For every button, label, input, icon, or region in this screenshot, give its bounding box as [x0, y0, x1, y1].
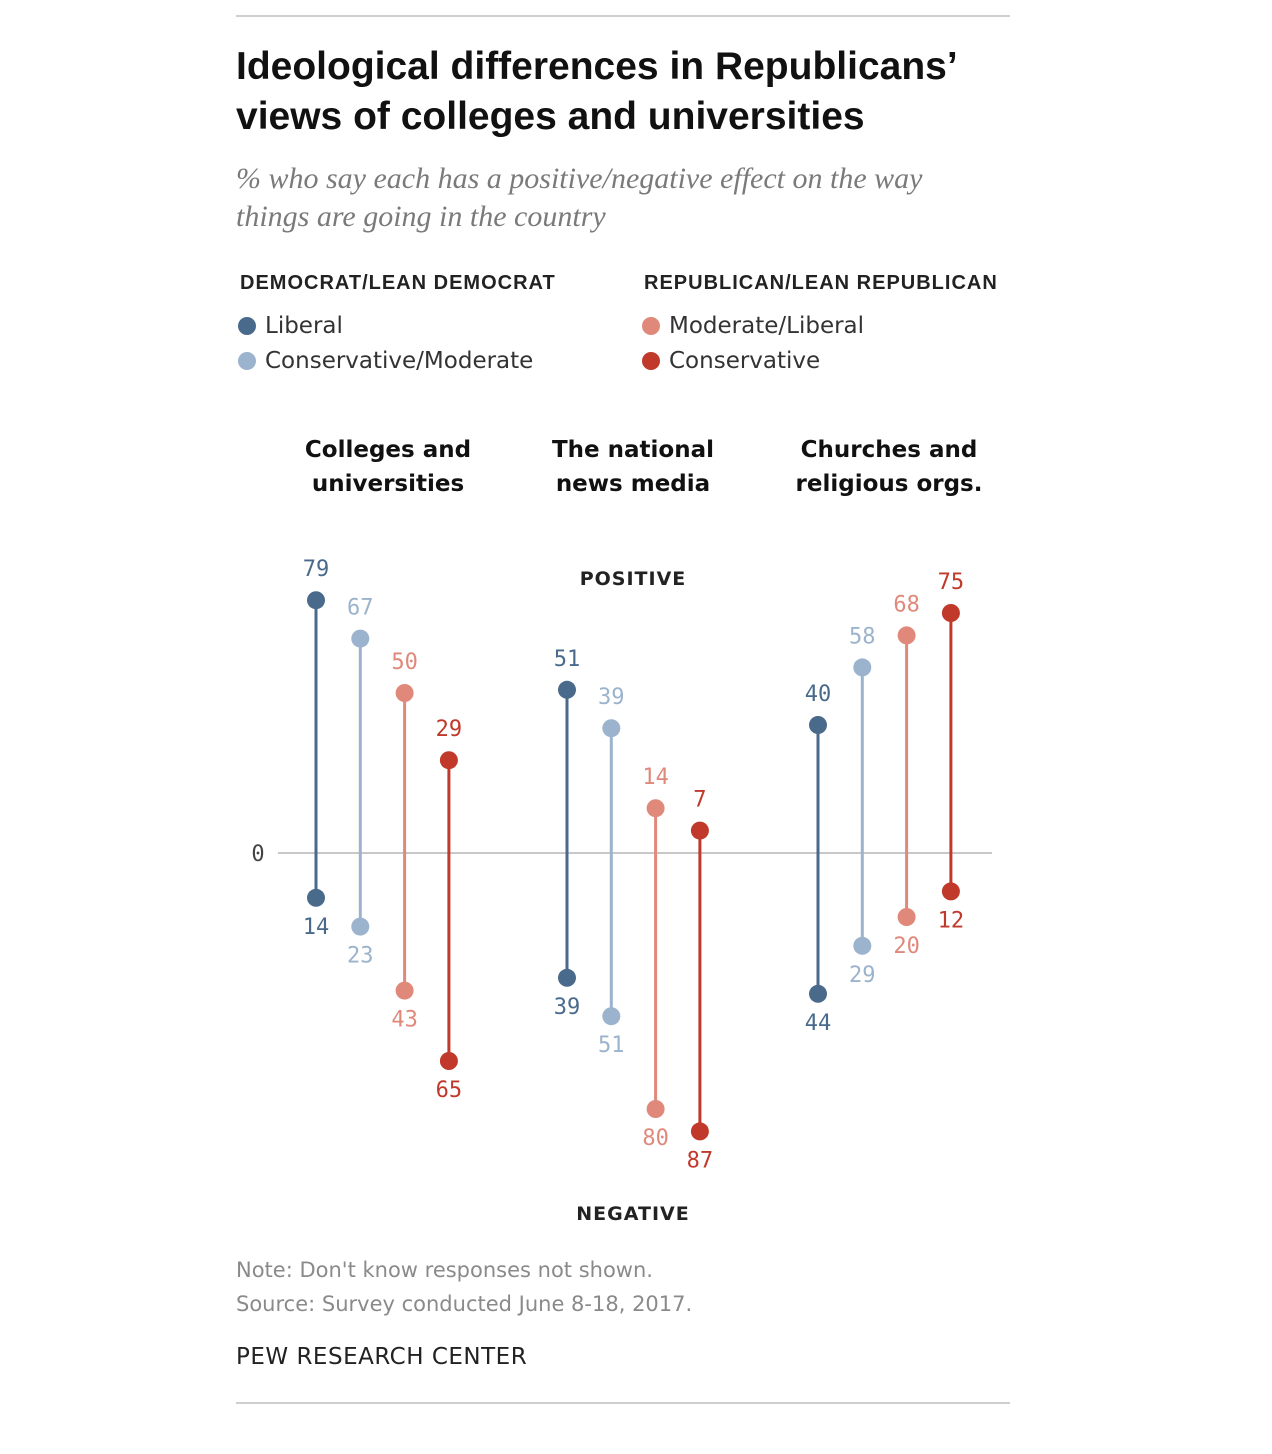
chart-subtitle: % who say each has a positive/negative e…: [236, 162, 923, 233]
positive-point: [690, 821, 709, 840]
positive-point: [897, 626, 916, 645]
legend-label: Conservative: [669, 348, 821, 374]
category-label-line: universities: [311, 471, 465, 497]
negative-point: [853, 936, 872, 955]
legend-heading-democrat: DEMOCRAT/LEAN DEMOCRAT: [240, 272, 556, 294]
negative-point: [395, 981, 414, 1000]
positive-point: [602, 719, 621, 738]
positive-point: [395, 684, 414, 702]
legend-swatch: [642, 317, 660, 335]
negative-point: [351, 917, 370, 936]
positive-point: [439, 751, 458, 770]
negative-value-label: 51: [598, 1033, 625, 1058]
negative-value-label: 23: [347, 944, 374, 969]
legend-heading-republican: REPUBLICAN/LEAN REPUBLICAN: [644, 272, 998, 294]
zero-label: 0: [251, 842, 264, 867]
positive-value-label: 50: [391, 650, 418, 675]
positive-point: [646, 799, 665, 818]
negative-value-label: 39: [554, 995, 581, 1020]
negative-point: [809, 984, 827, 1003]
positive-value-label: 58: [849, 624, 876, 649]
negative-label: NEGATIVE: [576, 1203, 690, 1225]
legend-label: Liberal: [265, 313, 343, 339]
negative-point: [439, 1052, 458, 1070]
positive-value-label: 79: [303, 557, 330, 582]
positive-value-label: 29: [436, 717, 463, 742]
negative-value-label: 20: [893, 934, 920, 959]
brand-logo-text: PEW RESEARCH CENTER: [236, 1344, 528, 1370]
positive-value-label: 68: [893, 592, 920, 617]
legend-label: Moderate/Liberal: [669, 313, 865, 339]
negative-point: [602, 1007, 621, 1026]
legend-label: Conservative/Moderate: [265, 348, 534, 374]
positive-point: [558, 680, 576, 699]
negative-point: [646, 1100, 665, 1118]
negative-value-label: 43: [391, 1008, 418, 1033]
bottom-rule: [236, 1402, 1010, 1404]
legend-swatch: [642, 352, 660, 370]
category-label-line: Churches and: [800, 437, 978, 463]
category-label-line: religious orgs.: [795, 471, 983, 497]
positive-label: POSITIVE: [579, 568, 687, 590]
positive-value-label: 7: [693, 788, 706, 813]
source-text: Source: Survey conducted June 8-18, 2017…: [236, 1292, 693, 1316]
category-label-line: news media: [555, 471, 711, 497]
positive-value-label: 75: [938, 570, 965, 595]
legend-item-conservative: Conservative: [642, 347, 820, 375]
positive-value-label: 39: [598, 685, 625, 710]
positive-point: [853, 658, 872, 677]
negative-value-label: 12: [938, 908, 965, 933]
negative-value-label: 87: [687, 1148, 714, 1173]
category-label-line: Colleges and: [304, 437, 472, 463]
legend-swatch: [238, 352, 256, 370]
negative-value-label: 65: [436, 1078, 463, 1103]
legend-item-liberal: Liberal: [238, 312, 343, 340]
legend-item-conservative-moderate: Conservative/Moderate: [238, 347, 533, 375]
positive-value-label: 14: [642, 765, 669, 790]
negative-point: [897, 908, 916, 926]
positive-value-label: 40: [805, 682, 832, 707]
negative-value-label: 44: [805, 1011, 832, 1036]
category-label-news-media: The national news media: [523, 433, 743, 501]
legend-swatch: [238, 317, 256, 335]
legend-item-moderate-liberal: Moderate/Liberal: [642, 312, 864, 340]
negative-point: [307, 888, 325, 907]
category-label-churches: Churches and religious orgs.: [779, 433, 999, 501]
note-text: Note: Don't know responses not shown.: [236, 1258, 653, 1282]
positive-point: [941, 604, 960, 622]
negative-point: [558, 968, 576, 987]
negative-point: [690, 1122, 709, 1141]
negative-value-label: 29: [849, 963, 876, 988]
category-label-colleges: Colleges and universities: [278, 433, 498, 501]
positive-point: [307, 591, 325, 610]
positive-point: [351, 629, 370, 648]
negative-value-label: 80: [642, 1126, 669, 1151]
category-label-line: The national: [551, 437, 715, 463]
positive-point: [809, 716, 827, 734]
positive-value-label: 67: [347, 596, 374, 621]
negative-value-label: 14: [303, 915, 330, 940]
negative-point: [941, 882, 960, 901]
positive-value-label: 51: [554, 647, 581, 672]
chart-title: Ideological differences in Republicans’ …: [236, 45, 956, 138]
top-rule: [236, 15, 1010, 17]
